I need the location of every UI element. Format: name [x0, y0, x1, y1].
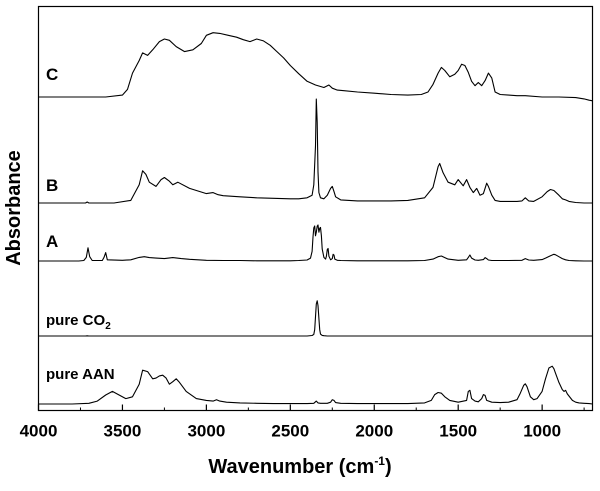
trace-pure-aan [38, 365, 593, 405]
trace-label-pure-co2: pure CO2 [46, 312, 111, 332]
x-tick-label-2500: 2500 [271, 422, 309, 441]
x-tick-label-1500: 1500 [439, 422, 477, 441]
trace-b [38, 98, 593, 204]
x-axis-title-main: Wavenumber (cm [208, 456, 374, 478]
x-axis-title-sup: -1 [374, 454, 385, 468]
x-axis-title-close: ) [385, 456, 392, 478]
x-tick-label-4000: 4000 [20, 422, 58, 441]
trace-c [38, 32, 593, 102]
x-tick-label-1000: 1000 [523, 422, 561, 441]
y-axis-title: Absorbance [3, 150, 25, 266]
x-tick-label-2000: 2000 [355, 422, 393, 441]
trace-label-pure-aan: pure AAN [46, 366, 115, 383]
x-axis-ticks [37, 404, 585, 411]
x-axis-title: Wavenumber (cm-1) [208, 454, 391, 478]
x-tick-label-3000: 3000 [187, 422, 225, 441]
spectra-traces [38, 32, 593, 405]
x-tick-label-3500: 3500 [104, 422, 142, 441]
plot-frame [37, 5, 594, 412]
trace-label-b: B [46, 176, 58, 195]
x-axis-tick-labels: 4000 3500 3000 2500 2000 1500 1000 [20, 422, 561, 441]
trace-pure-co2 [38, 300, 593, 337]
trace-label-a: A [46, 232, 58, 251]
trace-a [38, 224, 593, 262]
trace-label-c: C [46, 65, 58, 84]
